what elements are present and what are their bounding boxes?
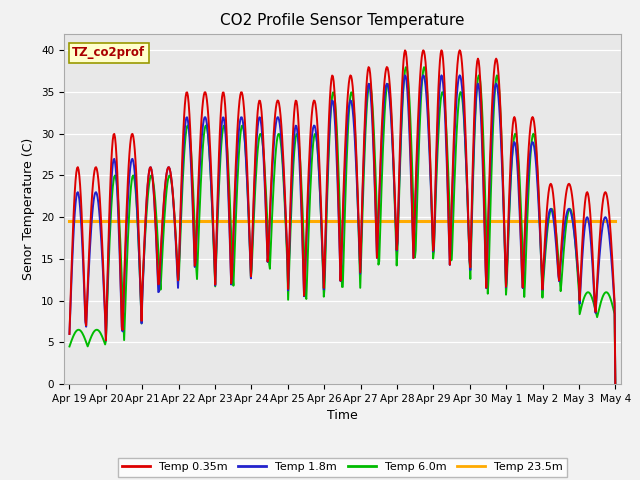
X-axis label: Time: Time	[327, 409, 358, 422]
Y-axis label: Senor Temperature (C): Senor Temperature (C)	[22, 138, 35, 280]
Title: CO2 Profile Sensor Temperature: CO2 Profile Sensor Temperature	[220, 13, 465, 28]
Text: TZ_co2prof: TZ_co2prof	[72, 47, 145, 60]
Legend: Temp 0.35m, Temp 1.8m, Temp 6.0m, Temp 23.5m: Temp 0.35m, Temp 1.8m, Temp 6.0m, Temp 2…	[118, 457, 567, 477]
